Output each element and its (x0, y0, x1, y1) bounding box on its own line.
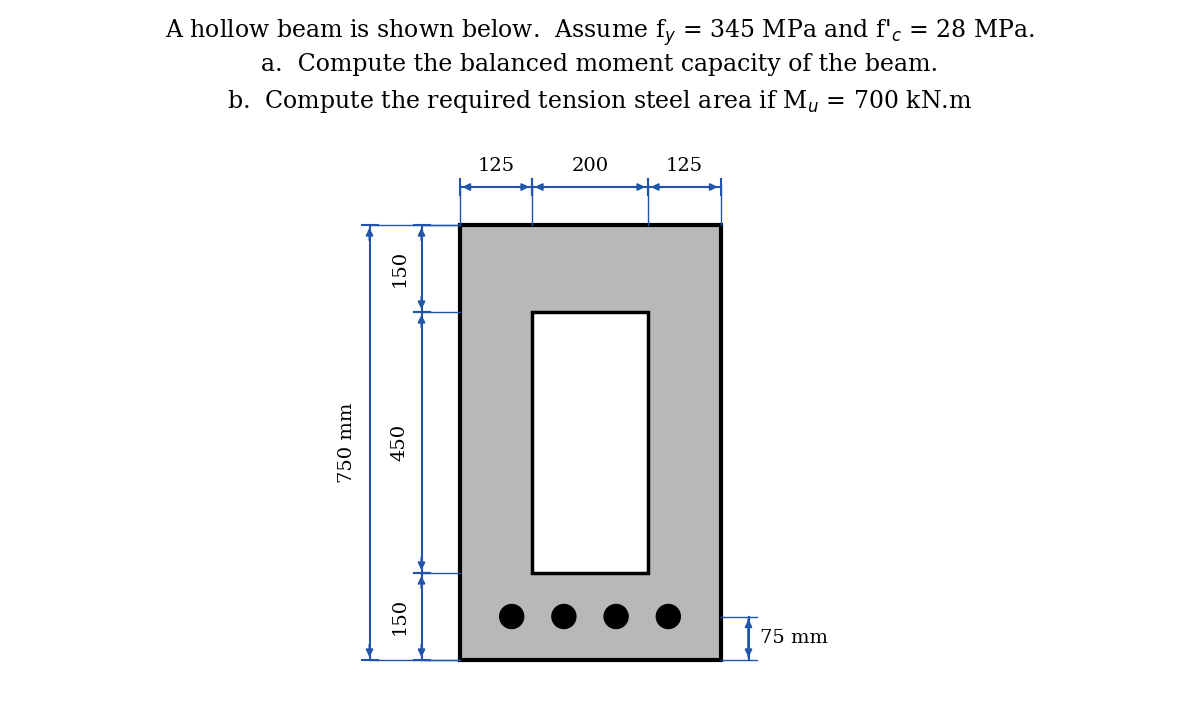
Bar (460, 225, 720, 660)
Circle shape (499, 604, 523, 628)
Text: A hollow beam is shown below.  Assume f$_y$ = 345 MPa and f$'_c$ = 28 MPa.: A hollow beam is shown below. Assume f$_… (166, 17, 1034, 48)
Text: 450: 450 (390, 424, 408, 461)
Text: b.  Compute the required tension steel area if M$_u$ = 700 kN.m: b. Compute the required tension steel ar… (228, 88, 972, 115)
Text: 125: 125 (478, 157, 515, 175)
Circle shape (552, 604, 576, 628)
Bar (532, 312, 648, 573)
Text: 150: 150 (390, 598, 408, 635)
Text: 750 mm: 750 mm (338, 403, 356, 483)
Text: 125: 125 (666, 157, 703, 175)
Circle shape (604, 604, 628, 628)
Circle shape (656, 604, 680, 628)
Text: 75 mm: 75 mm (761, 629, 828, 648)
Text: 200: 200 (571, 157, 608, 175)
Text: 150: 150 (390, 250, 408, 287)
Text: a.  Compute the balanced moment capacity of the beam.: a. Compute the balanced moment capacity … (262, 53, 938, 76)
